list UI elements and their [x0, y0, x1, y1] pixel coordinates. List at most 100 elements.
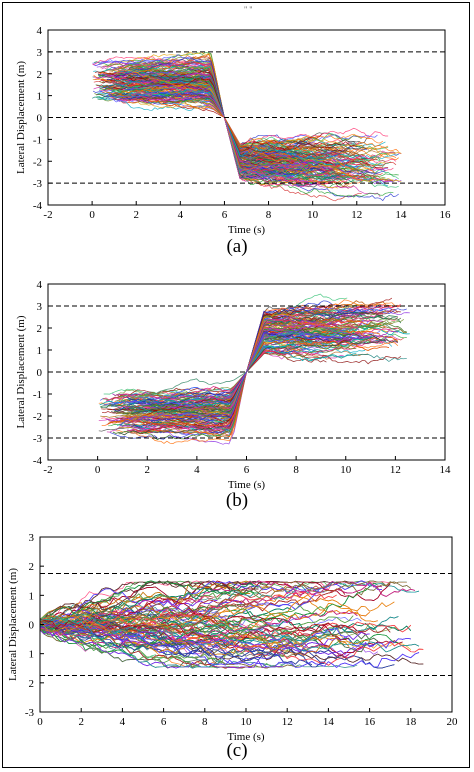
trajectory-line: [40, 610, 358, 649]
trajectory-line: [110, 93, 394, 181]
x-tick-label: 6: [161, 716, 167, 728]
trajectory-line: [127, 62, 399, 188]
y-tick-label: 2: [29, 561, 35, 573]
trajectory-line: [40, 619, 424, 666]
trajectory-line: [40, 591, 337, 630]
x-tick-label: 18: [405, 716, 417, 728]
trajectory-series: [92, 51, 402, 202]
y-tick-label: -3: [25, 707, 35, 719]
x-tick-label: -2: [43, 464, 52, 476]
y-tick-label: 0: [37, 113, 43, 125]
x-tick-label: 10: [340, 464, 352, 476]
panel-label: (c): [226, 740, 247, 761]
trajectory-line: [123, 86, 302, 159]
trajectory-line: [40, 616, 222, 669]
x-tick-label: 16: [364, 716, 376, 728]
trajectory-line: [112, 323, 398, 401]
x-tick-label: 14: [323, 716, 335, 728]
x-tick-label: 0: [37, 716, 43, 728]
trajectory-line: [135, 76, 368, 157]
y-tick-label: 3: [37, 47, 43, 59]
x-tick-label: 8: [202, 716, 208, 728]
trajectory-line: [118, 321, 401, 402]
trajectory-line: [40, 620, 308, 652]
y-axis-label: Lateral Displacement (m): [7, 568, 19, 681]
trajectory-line: [105, 91, 299, 178]
y-tick-label: 1: [29, 649, 35, 661]
x-axis-label: Time (s): [227, 731, 265, 743]
trajectory-line: [144, 303, 333, 416]
trajectory-line: [118, 339, 387, 436]
x-tick-label: 6: [244, 464, 250, 476]
y-tick-label: 3: [37, 301, 43, 313]
x-tick-label: -2: [43, 209, 52, 221]
figure-frame: [2, 2, 470, 768]
trajectory-line: [136, 342, 384, 404]
y-tick-label: 1: [29, 590, 35, 602]
trajectory-line: [126, 308, 360, 404]
plot-area: [92, 51, 402, 202]
x-tick-label: 8: [266, 209, 272, 221]
trajectory-line: [40, 580, 263, 625]
plot-area: [40, 580, 424, 669]
trajectory-line: [102, 87, 383, 150]
trajectory-line: [40, 613, 412, 639]
x-tick-label: 4: [194, 464, 200, 476]
y-tick-label: 2: [37, 69, 43, 81]
trajectory-line: [40, 617, 399, 647]
y-tick-label: 1: [37, 91, 43, 103]
x-tick-label: 2: [78, 716, 84, 728]
y-tick-label: 4: [37, 25, 43, 37]
trajectory-line: [129, 318, 363, 433]
x-tick-label: 0: [89, 209, 95, 221]
y-tick-label: 0: [37, 367, 43, 379]
trajectory-line: [40, 623, 366, 653]
trajectory-line: [100, 313, 351, 419]
trajectory-line: [40, 616, 391, 636]
plot-area: [98, 293, 410, 445]
trajectory-line: [40, 606, 378, 628]
x-tick-label: 14: [395, 209, 407, 221]
trajectory-line: [40, 615, 354, 643]
x-axis-label: Time (s): [228, 479, 266, 491]
y-tick-label: 2: [37, 323, 43, 335]
x-tick-label: 12: [351, 209, 362, 221]
trajectory-line: [40, 618, 214, 639]
y-tick-label: 0: [29, 620, 35, 632]
trajectory-line: [140, 333, 366, 435]
y-tick-label: 3: [29, 532, 35, 544]
trajectory-line: [99, 326, 410, 406]
trajectory-line: [40, 580, 391, 626]
x-tick-label: 14: [440, 464, 452, 476]
trajectory-line: [109, 302, 321, 440]
x-tick-label: 4: [178, 209, 184, 221]
y-tick-label: -3: [33, 178, 43, 190]
trajectory-line: [40, 580, 259, 631]
y-tick-label: 4: [37, 279, 43, 291]
trajectory-line: [120, 326, 351, 401]
trajectory-line: [111, 332, 360, 406]
x-tick-label: 10: [241, 716, 253, 728]
y-tick-label: -1: [33, 389, 42, 401]
x-tick-label: 2: [133, 209, 139, 221]
y-tick-label: -2: [33, 156, 42, 168]
trajectory-line: [99, 326, 410, 406]
y-tick-label: 2: [29, 678, 35, 690]
x-tick-label: 4: [120, 716, 126, 728]
trajectory-series: [98, 293, 410, 445]
x-tick-label: 12: [390, 464, 401, 476]
trajectory-line: [120, 83, 320, 168]
trajectory-line: [99, 76, 394, 198]
y-tick-label: -2: [33, 411, 42, 423]
trajectory-line: [40, 604, 329, 631]
trajectory-line: [116, 69, 402, 182]
y-tick-label: -4: [33, 455, 43, 467]
y-axis-label: Lateral Displacement (m): [15, 315, 27, 428]
y-tick-label: 1: [37, 345, 43, 357]
trajectory-line: [136, 352, 401, 432]
panel-label: (b): [226, 490, 248, 511]
trajectory-line: [40, 624, 325, 668]
y-axis-label: Lateral Displacement (m): [15, 61, 27, 174]
x-tick-label: 0: [95, 464, 101, 476]
